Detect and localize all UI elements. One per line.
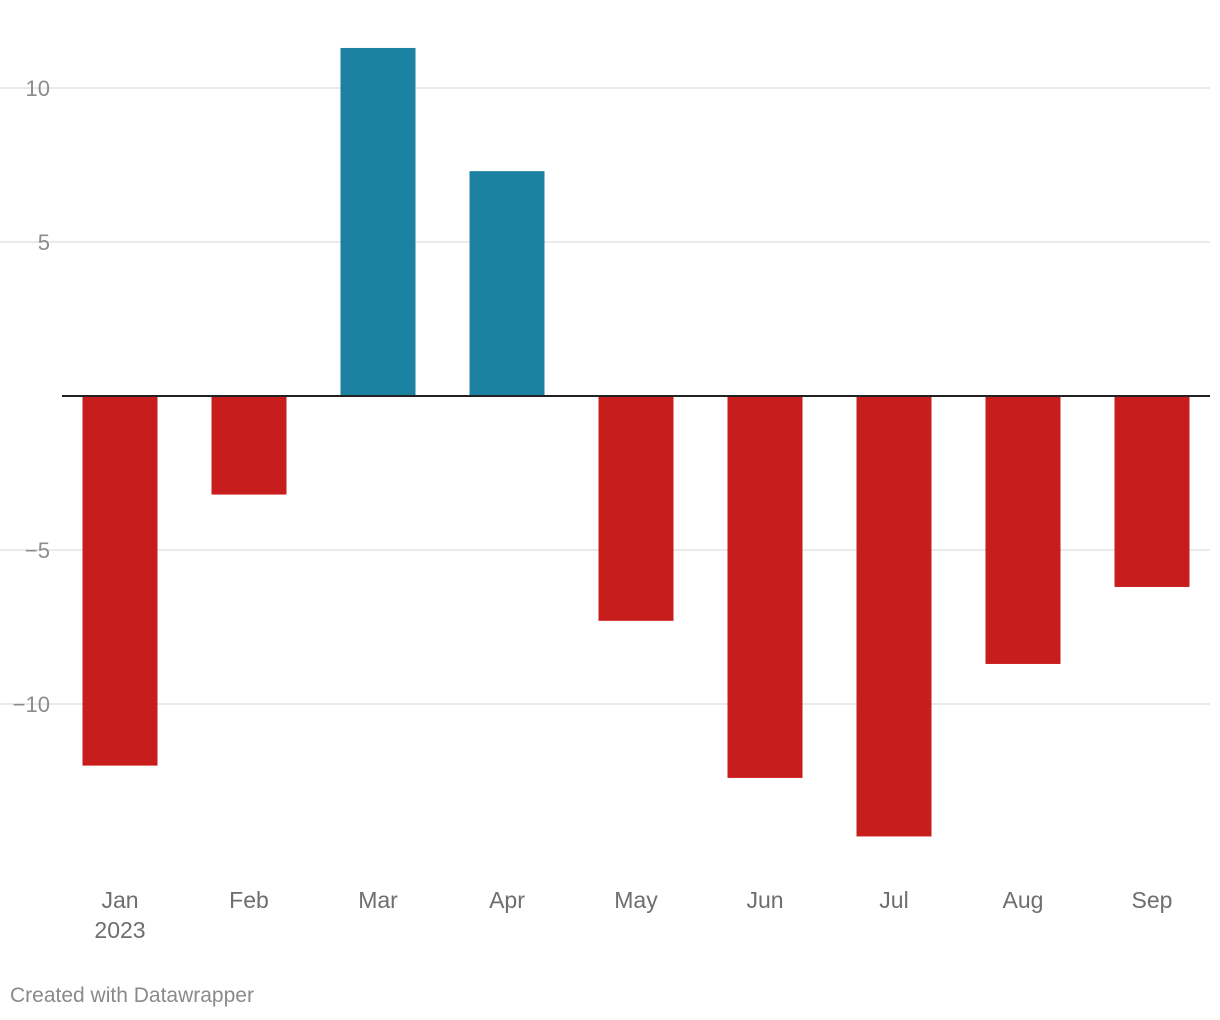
bar-mar <box>340 47 416 397</box>
x-tick-label: Apr <box>489 887 525 913</box>
x-tick-label: Feb <box>229 887 269 913</box>
bar-sep <box>1114 396 1190 587</box>
y-tick-label: −5 <box>25 538 50 563</box>
y-tick-label: −10 <box>13 692 50 717</box>
x-axis-labels: Jan 2023 Feb Mar Apr May Jun Jul Aug Sep <box>94 887 1172 943</box>
y-tick-label: 10 <box>26 76 50 101</box>
y-axis-tick-labels: 10 5 −5 −10 <box>13 76 50 717</box>
datawrapper-credit[interactable]: Created with Datawrapper <box>10 984 254 1007</box>
x-tick-label: Jul <box>879 887 908 913</box>
x-tick-label: Sep <box>1132 887 1173 913</box>
x-tick-sublabel: 2023 <box>94 917 145 943</box>
bar-may <box>598 396 674 621</box>
bar-feb <box>211 396 287 495</box>
x-tick-label: Jan <box>101 887 138 913</box>
x-tick-label: May <box>614 887 658 913</box>
bar-aug <box>985 396 1061 664</box>
bar-chart: 10 5 −5 −10 Jan 2023 Feb Mar Apr May Jun Jul Aug Sep <box>0 47 1210 943</box>
bars <box>82 47 1190 837</box>
y-tick-label: 5 <box>38 230 50 255</box>
x-tick-label: Aug <box>1003 887 1044 913</box>
x-tick-label: Mar <box>358 887 398 913</box>
bar-apr <box>469 171 545 396</box>
x-tick-label: Jun <box>746 887 783 913</box>
bar-jan <box>82 396 158 766</box>
bar-jun <box>727 396 803 778</box>
bar-jul <box>856 396 932 837</box>
